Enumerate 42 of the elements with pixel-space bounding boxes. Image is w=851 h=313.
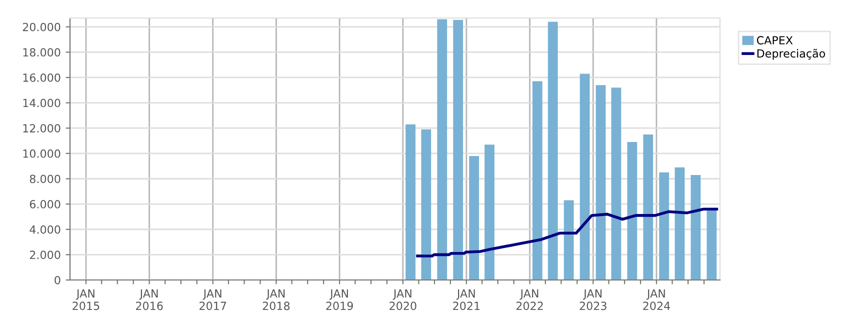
bar: [643, 134, 654, 280]
x-tick-label: JAN 2019: [326, 289, 353, 310]
legend-label: Depreciação: [757, 48, 826, 60]
y-tick-label: 2.000: [30, 250, 60, 260]
x-tick-label: JAN 2018: [262, 289, 290, 310]
bar: [659, 172, 670, 280]
x-tick-label: JAN 2022: [516, 289, 543, 310]
y-tick-label: 12.000: [23, 124, 60, 132]
x-tick-label: JAN 2024: [643, 289, 670, 310]
x-tick-label: JAN 2016: [136, 289, 163, 310]
y-tick-label: 6.000: [30, 200, 60, 208]
x-tick-label: JAN 2017: [200, 289, 226, 310]
bar: [484, 144, 494, 280]
y-tick-label: 14.000: [23, 98, 60, 108]
y-tick-label: 8.000: [30, 174, 60, 184]
y-tick-label: 4.000: [30, 225, 60, 234]
bar: [453, 20, 464, 280]
x-tick-label: JAN 2021: [453, 289, 480, 310]
bar: [532, 81, 542, 280]
legend-label: CAPEX: [756, 36, 793, 44]
bar: [406, 124, 416, 280]
bar: [611, 88, 622, 280]
x-tick-label: JAN 2023: [580, 289, 606, 310]
bar: [596, 85, 606, 280]
x-tick-label: JAN 2020: [390, 289, 416, 310]
bar: [627, 142, 638, 280]
y-tick-label: 16.000: [23, 73, 60, 82]
bar: [469, 156, 480, 280]
bar: [437, 19, 448, 280]
y-tick-label: 20.000: [22, 22, 60, 32]
bar: [706, 209, 717, 280]
bar: [580, 74, 590, 280]
line-series: [416, 208, 718, 258]
y-tick-label: 0: [54, 276, 60, 284]
y-tick-label: 18.000: [23, 48, 60, 57]
bar: [564, 200, 574, 280]
x-tick-label: JAN 2015: [72, 289, 100, 310]
bar: [674, 167, 685, 280]
bar: [421, 129, 432, 280]
bar: [548, 22, 558, 280]
y-tick-label: 10.000: [23, 149, 60, 158]
bar: [690, 174, 701, 280]
